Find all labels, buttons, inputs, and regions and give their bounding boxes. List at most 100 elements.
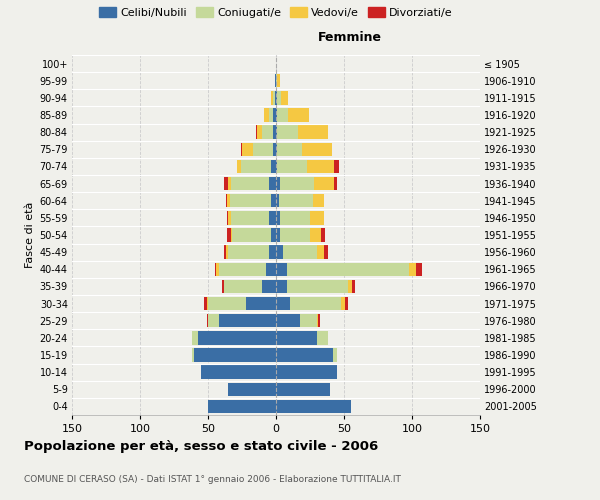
Bar [287, 280, 348, 293]
Text: Popolazione per età, sesso e stato civile - 2006: Popolazione per età, sesso e stato civil… [24, 440, 378, 453]
Bar [204, 297, 206, 310]
Bar [276, 246, 283, 259]
Bar [273, 108, 276, 122]
Bar [276, 160, 277, 173]
Bar [280, 177, 314, 190]
Bar [276, 297, 290, 310]
Bar [275, 74, 276, 88]
Bar [280, 211, 310, 224]
Bar [277, 108, 288, 122]
Bar [276, 331, 317, 344]
Bar [242, 142, 253, 156]
Bar [241, 142, 242, 156]
Bar [276, 228, 280, 241]
Bar [280, 228, 310, 241]
Bar [226, 194, 227, 207]
Bar [277, 160, 307, 173]
Bar [416, 262, 422, 276]
Bar [277, 91, 281, 104]
Bar [283, 246, 317, 259]
Bar [318, 314, 320, 328]
Bar [219, 314, 276, 328]
Bar [276, 177, 280, 190]
Bar [256, 126, 257, 139]
Bar [191, 331, 199, 344]
Bar [269, 246, 276, 259]
Bar [276, 108, 277, 122]
Bar [269, 108, 273, 122]
Bar [215, 262, 216, 276]
Bar [276, 280, 287, 293]
Bar [273, 91, 275, 104]
Bar [269, 177, 276, 190]
Bar [269, 211, 276, 224]
Bar [290, 297, 341, 310]
Bar [276, 400, 351, 413]
Bar [276, 348, 333, 362]
Bar [276, 382, 331, 396]
Bar [271, 160, 276, 173]
Bar [346, 297, 348, 310]
Bar [232, 228, 271, 241]
Bar [317, 246, 323, 259]
Bar [341, 297, 346, 310]
Bar [266, 262, 276, 276]
Bar [206, 297, 208, 310]
Bar [276, 126, 277, 139]
Text: Femmine: Femmine [317, 31, 382, 44]
Bar [219, 262, 266, 276]
Bar [231, 228, 232, 241]
Y-axis label: Fasce di età: Fasce di età [25, 202, 35, 268]
Bar [229, 246, 269, 259]
Bar [276, 142, 277, 156]
Bar [224, 280, 262, 293]
Bar [271, 194, 276, 207]
Bar [334, 160, 338, 173]
Bar [224, 177, 229, 190]
Bar [333, 348, 337, 362]
Bar [276, 262, 287, 276]
Bar [206, 314, 208, 328]
Bar [276, 366, 337, 379]
Bar [246, 297, 276, 310]
Bar [310, 211, 323, 224]
Bar [227, 211, 229, 224]
Bar [317, 314, 318, 328]
Bar [310, 228, 321, 241]
Bar [317, 331, 328, 344]
Bar [277, 74, 280, 88]
Bar [273, 142, 276, 156]
Bar [288, 108, 308, 122]
Bar [226, 246, 229, 259]
Bar [321, 228, 325, 241]
Bar [301, 314, 317, 328]
Bar [276, 74, 277, 88]
Bar [279, 194, 313, 207]
Bar [334, 177, 337, 190]
Bar [287, 262, 409, 276]
Bar [271, 228, 276, 241]
Bar [231, 177, 269, 190]
Bar [276, 194, 279, 207]
Bar [276, 211, 280, 224]
Bar [277, 142, 302, 156]
Bar [409, 262, 416, 276]
Bar [229, 177, 231, 190]
Bar [273, 126, 276, 139]
Bar [208, 297, 246, 310]
Bar [314, 177, 334, 190]
Bar [227, 228, 231, 241]
Bar [276, 314, 301, 328]
Bar [352, 280, 355, 293]
Bar [201, 366, 276, 379]
Bar [191, 348, 194, 362]
Legend: Celibi/Nubili, Coniugati/e, Vedovi/e, Divorziati/e: Celibi/Nubili, Coniugati/e, Vedovi/e, Di… [95, 3, 457, 22]
Bar [253, 142, 273, 156]
Bar [208, 400, 276, 413]
Bar [230, 194, 271, 207]
Bar [229, 382, 276, 396]
Bar [271, 91, 273, 104]
Bar [224, 246, 226, 259]
Bar [298, 126, 328, 139]
Bar [221, 280, 224, 293]
